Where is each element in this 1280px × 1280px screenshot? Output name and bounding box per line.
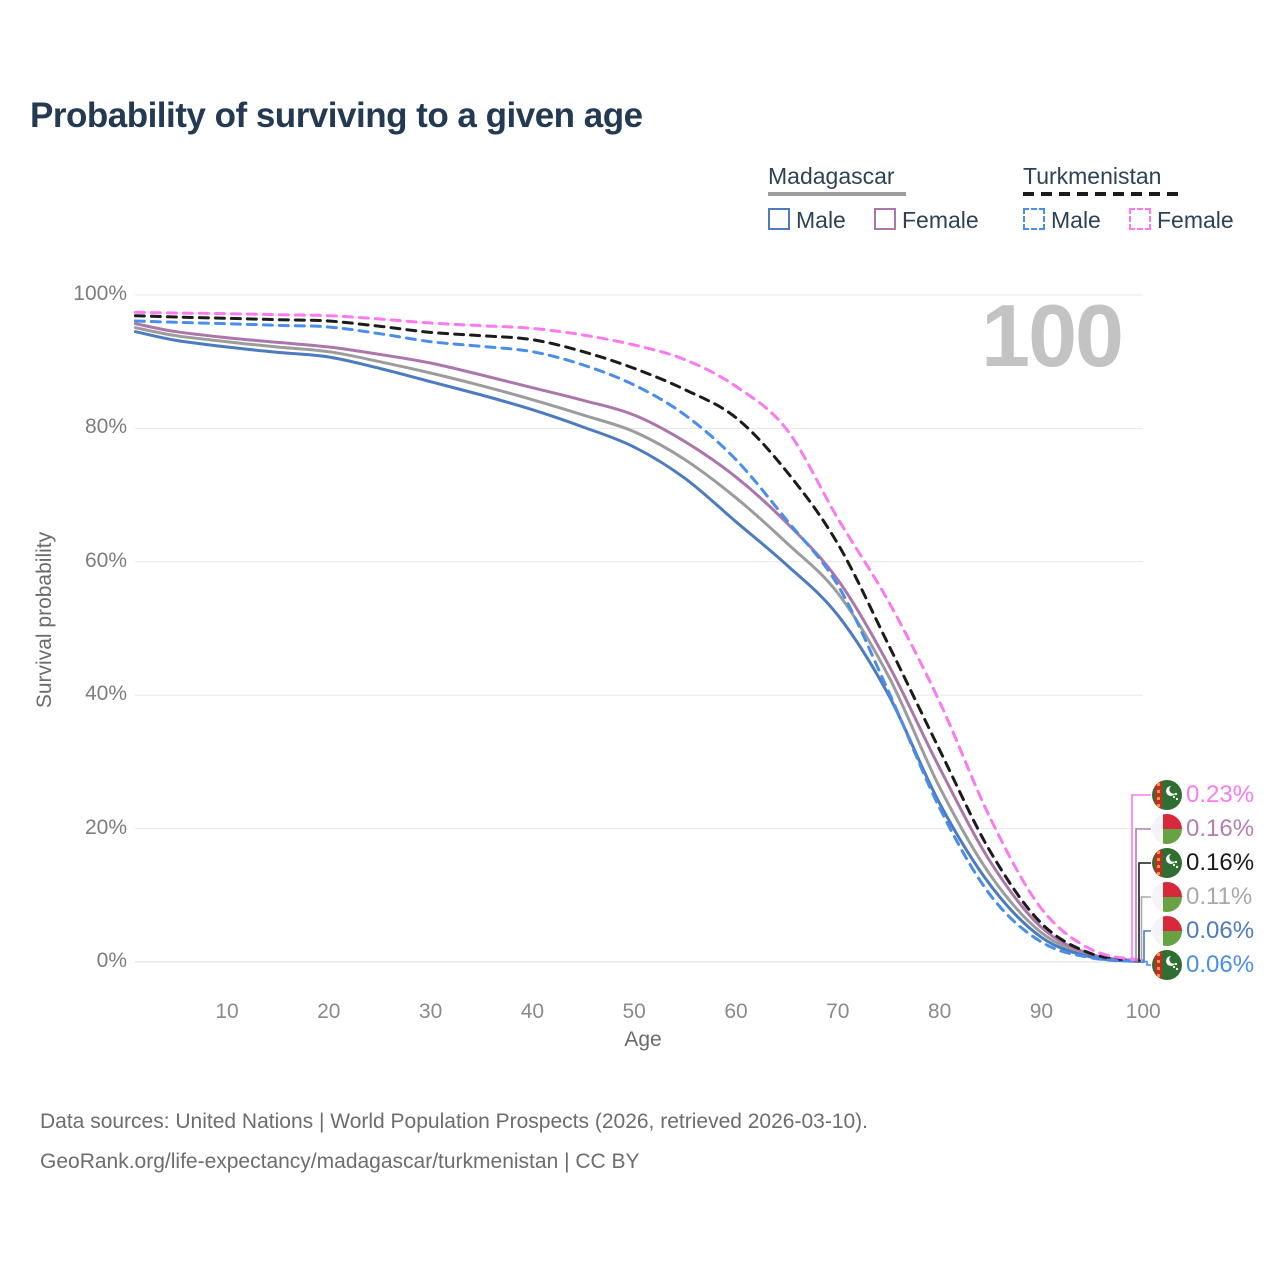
x-tick-label: 80	[927, 1000, 952, 1023]
legend-country-line	[1023, 192, 1180, 196]
flag-icon-mg	[1152, 916, 1182, 946]
x-tick-label: 70	[826, 1000, 850, 1023]
series-line-tm_female	[133, 310, 1145, 962]
y-tick-label: 20%	[84, 815, 127, 839]
flag-icon-mg	[1152, 814, 1182, 844]
flag-icon-tm	[1152, 848, 1182, 878]
series-line-mg_male	[133, 330, 1145, 964]
end-value-label: 0.23%	[1186, 781, 1255, 808]
y-tick-label: 60%	[84, 548, 127, 572]
legend-item-turkmenistan-male[interactable]: Male	[1051, 207, 1101, 233]
end-value-label: 0.06%	[1186, 917, 1255, 944]
legend-country-turkmenistan[interactable]: Turkmenistan	[1023, 163, 1162, 189]
y-tick-label: 40%	[84, 682, 127, 706]
age-watermark: 100	[981, 286, 1124, 385]
x-tick-label: 20	[317, 1000, 341, 1023]
legend-swatch-turkmenistan-male[interactable]	[1023, 208, 1045, 230]
data-sources-note: Data sources: United Nations | World Pop…	[40, 1110, 869, 1133]
legend-item-madagascar-female[interactable]: Female	[902, 207, 979, 233]
y-tick-label: 80%	[84, 415, 127, 439]
x-tick-label: 90	[1029, 1000, 1054, 1023]
series-line-tm_male	[133, 319, 1145, 964]
x-tick-label: 10	[215, 1000, 239, 1023]
x-tick-label: 100	[1125, 1000, 1161, 1023]
end-label-connector	[1142, 960, 1151, 966]
series-line-mg_both	[133, 326, 1145, 963]
legend-country-line	[768, 192, 906, 196]
end-value-label: 0.11%	[1186, 883, 1253, 910]
x-tick-label: 40	[520, 1000, 545, 1023]
y-tick-label: 0%	[96, 949, 127, 972]
page-title: Probability of surviving to a given age	[30, 96, 643, 135]
x-tick-label: 50	[622, 1000, 646, 1023]
series-line-tm_both	[133, 314, 1145, 963]
legend-swatch-turkmenistan-female[interactable]	[1129, 208, 1151, 230]
legend-item-turkmenistan-female[interactable]: Female	[1157, 207, 1234, 233]
end-label-connector	[1142, 930, 1151, 963]
legend-swatch-madagascar-male[interactable]	[768, 208, 790, 230]
legend-country-madagascar[interactable]: Madagascar	[768, 163, 895, 189]
attribution-note: GeoRank.org/life-expectancy/madagascar/t…	[40, 1150, 640, 1173]
legend-item-madagascar-male[interactable]: Male	[796, 207, 846, 233]
flag-icon-tm	[1152, 950, 1182, 980]
end-value-label: 0.16%	[1186, 849, 1255, 876]
end-label-connector	[1140, 896, 1151, 963]
x-tick-label: 60	[724, 1000, 748, 1023]
series-line-mg_female	[133, 322, 1145, 963]
flag-icon-mg	[1152, 882, 1182, 912]
end-value-label: 0.06%	[1186, 951, 1255, 978]
legend-swatch-madagascar-female[interactable]	[874, 208, 896, 230]
end-value-label: 0.16%	[1186, 815, 1255, 842]
x-axis-title: Age	[624, 1028, 662, 1051]
flag-icon-tm	[1152, 780, 1182, 810]
x-tick-label: 30	[418, 1000, 443, 1023]
y-tick-label: 100%	[73, 282, 127, 305]
